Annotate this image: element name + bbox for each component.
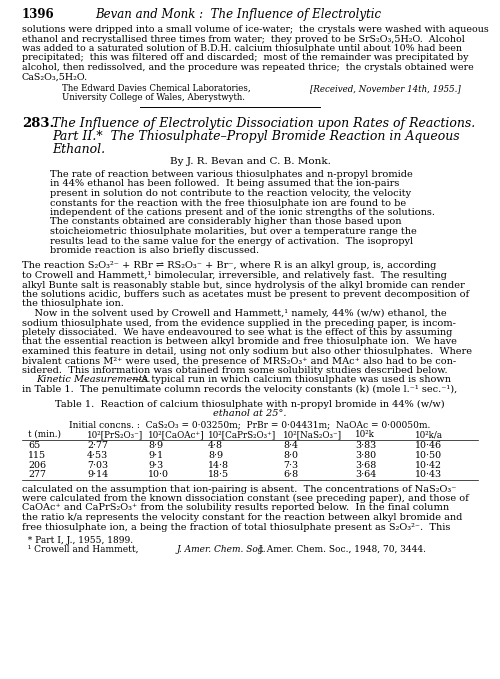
Text: constants for the reaction with the free thiosulphate ion are found to be: constants for the reaction with the free… [50,198,406,208]
Text: 9·1: 9·1 [148,451,163,460]
Text: bromide reaction is also briefly discussed.: bromide reaction is also briefly discuss… [50,246,259,255]
Text: 115: 115 [28,451,46,460]
Text: ethanol at 25°.: ethanol at 25°. [213,409,287,418]
Text: precipitated;  this was filtered off and discarded;  most of the remainder was p: precipitated; this was filtered off and … [22,54,468,62]
Text: t (min.): t (min.) [28,430,61,439]
Text: Ethanol.: Ethanol. [52,143,105,156]
Text: 10²[CaOAc⁺]: 10²[CaOAc⁺] [148,430,204,439]
Text: were calculated from the known dissociation constant (see preceding paper), and : were calculated from the known dissociat… [22,494,469,503]
Text: [Received, November 14th, 1955.]: [Received, November 14th, 1955.] [310,84,461,93]
Text: examined this feature in detail, using not only sodium but also other thiosulpha: examined this feature in detail, using n… [22,347,472,356]
Text: The Edward Davies Chemical Laboratories,: The Edward Davies Chemical Laboratories, [62,84,251,93]
Text: 7·3: 7·3 [283,460,298,469]
Text: 10²k: 10²k [355,430,375,439]
Text: CaS₂O₃,5H₂O.: CaS₂O₃,5H₂O. [22,73,88,81]
Text: 10·43: 10·43 [415,470,442,479]
Text: ¹ Crowell and Hammett,: ¹ Crowell and Hammett, [22,545,142,554]
Text: to Crowell and Hammett,¹ bimolecular, irreversible, and relatively fast.  The re: to Crowell and Hammett,¹ bimolecular, ir… [22,271,447,280]
Text: ethanol and recrystallised three times from water;  they proved to be SrS₂O₃,5H₂: ethanol and recrystallised three times f… [22,35,465,43]
Text: Initial concns. :  CaS₂O₃ = 0·03250m;  PrBr = 0·04431m;  NaOAc = 0·00050m.: Initial concns. : CaS₂O₃ = 0·03250m; PrB… [70,420,430,430]
Text: was added to a saturated solution of B.D.H. calcium thiosulphate until about 10%: was added to a saturated solution of B.D… [22,44,462,53]
Text: The rate of reaction between various thiosulphates and n-propyl bromide: The rate of reaction between various thi… [50,170,413,179]
Text: 10·42: 10·42 [415,460,442,469]
Text: The constants obtained are considerably higher than those based upon: The constants obtained are considerably … [50,217,402,227]
Text: 4·8: 4·8 [208,441,223,450]
Text: pletely dissociated.  We have endeavoured to see what is the effect of this by a: pletely dissociated. We have endeavoured… [22,328,452,337]
Text: alcohol, then redissolved, and the procedure was repeated thrice;  the crystals : alcohol, then redissolved, and the proce… [22,63,474,72]
Text: 10·46: 10·46 [415,441,442,450]
Text: 10²k/a: 10²k/a [415,430,443,439]
Text: 8·4: 8·4 [283,441,298,450]
Text: 2·77: 2·77 [87,441,108,450]
Text: the ratio k/a represents the velocity constant for the reaction between alkyl br: the ratio k/a represents the velocity co… [22,513,462,522]
Text: 10²[NaS₂O₃⁻]: 10²[NaS₂O₃⁻] [283,430,342,439]
Text: in 44% ethanol has been followed.  It being assumed that the ion-pairs: in 44% ethanol has been followed. It bei… [50,179,400,189]
Text: 206: 206 [28,460,46,469]
Text: sidered.  This information was obtained from some solubility studies described b: sidered. This information was obtained f… [22,366,448,375]
Text: The reaction S₂O₃²⁻ + RBr ⇌ RS₂O₃⁻ + Br⁻, where R is an alkyl group, is, accordi: The reaction S₂O₃²⁻ + RBr ⇌ RS₂O₃⁻ + Br⁻… [22,261,436,270]
Text: free thiosulphate ion, a being the fraction of total thiosulphate present as S₂O: free thiosulphate ion, a being the fract… [22,523,450,532]
Text: 9·14: 9·14 [87,470,108,479]
Text: —A typical run in which calcium thiosulphate was used is shown: —A typical run in which calcium thiosulp… [119,375,451,384]
Text: calculated on the assumption that ion-pairing is absent.  The concentrations of : calculated on the assumption that ion-pa… [22,485,456,494]
Text: 3·68: 3·68 [355,460,376,469]
Text: 14·8: 14·8 [208,460,229,469]
Text: Kinetic Measurements.: Kinetic Measurements. [36,375,150,384]
Text: J. Amer. Chem. Soc., 1948, 70, 3444.: J. Amer. Chem. Soc., 1948, 70, 3444. [259,545,427,554]
Text: 6·8: 6·8 [283,470,298,479]
Text: 7·03: 7·03 [87,460,108,469]
Text: 1396: 1396 [22,8,54,21]
Text: 65: 65 [28,441,40,450]
Text: results lead to the same value for the energy of activation.  The isopropyl: results lead to the same value for the e… [50,236,413,246]
Text: Table 1.  Reaction of calcium thiosulphate with n-propyl bromide in 44% (w/w): Table 1. Reaction of calcium thiosulphat… [55,399,445,409]
Text: 8·9: 8·9 [208,451,223,460]
Text: alkyl Bunte salt is reasonably stable but, since hydrolysis of the alkyl bromide: alkyl Bunte salt is reasonably stable bu… [22,280,465,289]
Text: 8·9: 8·9 [148,441,163,450]
Text: independent of the cations present and of the ionic strengths of the solutions.: independent of the cations present and o… [50,208,435,217]
Text: 10·50: 10·50 [415,451,442,460]
Text: that the essential reaction is between alkyl bromide and free thiosulphate ion. : that the essential reaction is between a… [22,337,457,346]
Text: 277: 277 [28,470,46,479]
Text: solutions were dripped into a small volume of ice-water;  the crystals were wash: solutions were dripped into a small volu… [22,25,489,34]
Text: stoicheiometric thiosulphate molarities, but over a temperature range the: stoicheiometric thiosulphate molarities,… [50,227,417,236]
Text: the thiosulphate ion.: the thiosulphate ion. [22,299,124,308]
Text: present in solution do not contribute to the reaction velocity, the velocity: present in solution do not contribute to… [50,189,411,198]
Text: in Table 1.  The penultimate column records the velocity constants (k) (mole l.⁻: in Table 1. The penultimate column recor… [22,385,457,394]
Text: bivalent cations M²⁺ were used, the presence of MRS₂O₃⁺ and MAc⁺ also had to be : bivalent cations M²⁺ were used, the pres… [22,356,456,365]
Text: 8·0: 8·0 [283,451,298,460]
Text: The Influence of Electrolytic Dissociation upon Rates of Reactions.: The Influence of Electrolytic Dissociati… [52,117,475,130]
Text: 10²[PrS₂O₃⁻]: 10²[PrS₂O₃⁻] [87,430,144,439]
Text: Bevan and Monk :  The Influence of Electrolytic: Bevan and Monk : The Influence of Electr… [95,8,381,21]
Text: * Part I, J., 1955, 1899.: * Part I, J., 1955, 1899. [22,536,133,545]
Text: the solutions acidic, buffers such as acetates must be present to prevent decomp: the solutions acidic, buffers such as ac… [22,290,469,299]
Text: By J. R. Bevan and C. B. Monk.: By J. R. Bevan and C. B. Monk. [170,157,330,166]
Text: CaOAc⁺ and CaPrS₂O₃⁺ from the solubility results reported below.  In the final c: CaOAc⁺ and CaPrS₂O₃⁺ from the solubility… [22,504,449,513]
Text: 3·83: 3·83 [355,441,376,450]
Text: 9·3: 9·3 [148,460,163,469]
Text: 283.: 283. [22,117,54,130]
Text: 10·0: 10·0 [148,470,169,479]
Text: Part II.*  The Thiosulphate–Propyl Bromide Reaction in Aqueous: Part II.* The Thiosulphate–Propyl Bromid… [52,130,460,143]
Text: sodium thiosulphate used, from the evidence supplied in the preceding paper, is : sodium thiosulphate used, from the evide… [22,318,456,327]
Text: 10²[CaPrS₂O₃⁺]: 10²[CaPrS₂O₃⁺] [208,430,276,439]
Text: J. Amer. Chem. Soc.: J. Amer. Chem. Soc. [177,545,266,554]
Text: 3·80: 3·80 [355,451,376,460]
Text: University College of Wales, Aberystwyth.: University College of Wales, Aberystwyth… [62,93,245,102]
Text: 4·53: 4·53 [87,451,108,460]
Text: Now in the solvent used by Crowell and Hammett,¹ namely, 44% (w/w) ethanol, the: Now in the solvent used by Crowell and H… [22,309,446,318]
Text: 18·5: 18·5 [208,470,229,479]
Text: 3·64: 3·64 [355,470,376,479]
